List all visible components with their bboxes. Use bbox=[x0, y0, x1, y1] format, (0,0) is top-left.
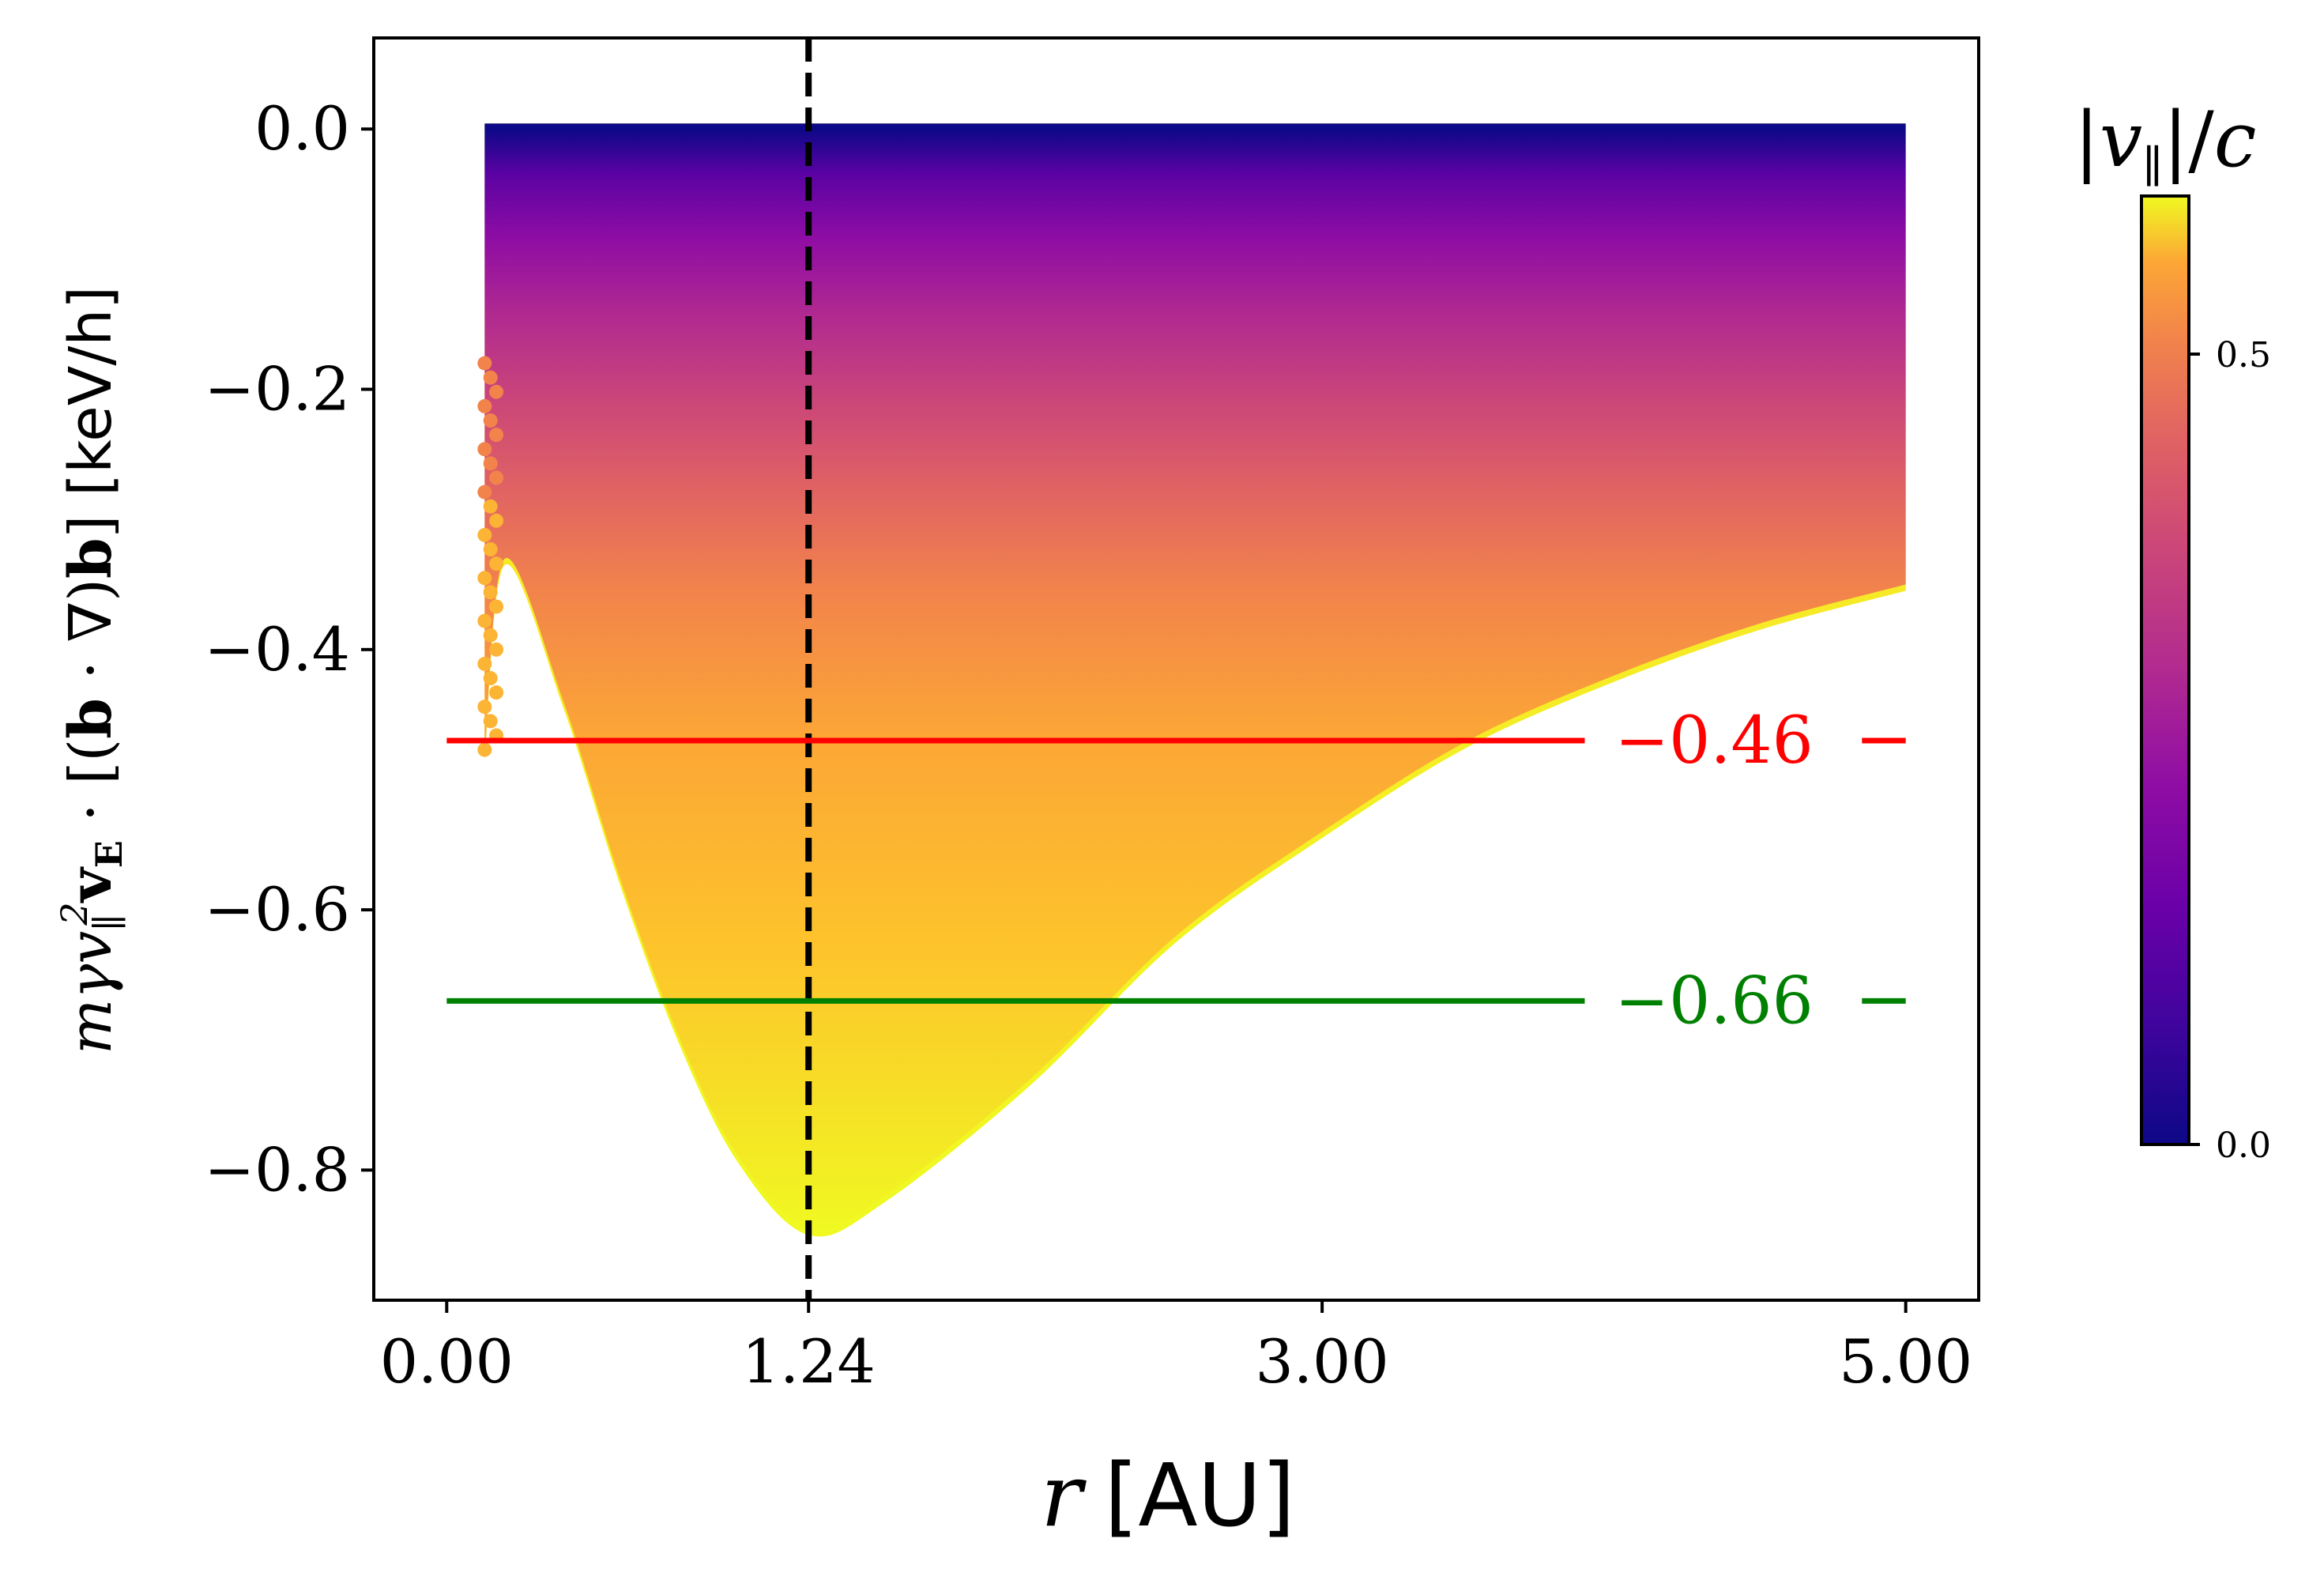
y-axis-label-mass: mγv bbox=[57, 931, 125, 1054]
x-axis-label: r [AU] bbox=[1041, 1445, 1295, 1546]
colorbar-ticks: 0.0 0.5 bbox=[2189, 335, 2271, 1166]
sparse-point bbox=[477, 742, 492, 757]
axes-frame bbox=[372, 36, 1980, 1302]
sparse-point bbox=[489, 513, 504, 528]
x-axis-ticks: 0.00 1.24 3.00 5.00 bbox=[380, 1300, 1972, 1397]
sparse-point bbox=[477, 699, 492, 715]
sparse-point bbox=[477, 485, 492, 500]
colorbar-label: |v∥|/c bbox=[2074, 96, 2257, 193]
sparse-point bbox=[483, 456, 498, 471]
y-axis-label-square-sup: 2 bbox=[53, 902, 96, 926]
y-axis-label-parallel-sub: ∥ bbox=[88, 914, 130, 931]
sparse-point bbox=[489, 384, 504, 399]
y-tick-label: −0.2 bbox=[204, 354, 350, 424]
reference-line-label: −0.46 bbox=[1614, 703, 1813, 779]
sparse-point bbox=[483, 628, 498, 643]
y-axis-ticks: 0.0 −0.2 −0.4 −0.6 −0.8 bbox=[204, 93, 374, 1205]
colorbar: 0.0 0.5 |v∥|/c bbox=[2074, 96, 2271, 1166]
y-tick-label: −0.4 bbox=[204, 614, 350, 684]
data-envelope bbox=[484, 123, 1906, 1231]
y-axis-label-unit: [keV/h] bbox=[57, 286, 125, 496]
y-axis-label-dot: · ∇) bbox=[57, 579, 125, 698]
x-tick-label: 3.00 bbox=[1256, 1326, 1389, 1397]
colorbar-tick-label: 0.0 bbox=[2216, 1126, 2271, 1166]
colorbar-tick-label: 0.5 bbox=[2216, 335, 2271, 375]
sparse-point bbox=[489, 642, 504, 657]
y-tick-label: −0.8 bbox=[204, 1134, 350, 1205]
sparse-point bbox=[477, 442, 492, 457]
y-axis-label-e-sub: E bbox=[88, 840, 130, 868]
reference-line-label: −0.66 bbox=[1614, 963, 1813, 1039]
y-tick-label: −0.6 bbox=[204, 874, 350, 945]
plot-area bbox=[477, 123, 1906, 1237]
sparse-point bbox=[483, 714, 498, 729]
colorbar-label-v: v bbox=[2100, 96, 2142, 184]
x-axis-label-unit: [AU] bbox=[1105, 1445, 1296, 1546]
sparse-point bbox=[489, 428, 504, 443]
sparse-point bbox=[489, 470, 504, 485]
y-axis-label-close: ] bbox=[57, 496, 125, 537]
sparse-point bbox=[477, 356, 492, 371]
colorbar-label-sub: ∥ bbox=[2142, 141, 2163, 193]
x-tick-label: 1.24 bbox=[742, 1326, 876, 1397]
sparse-point bbox=[483, 499, 498, 514]
colorbar-gradient bbox=[2141, 196, 2189, 1144]
sparse-point bbox=[477, 571, 492, 586]
sparse-point bbox=[489, 556, 504, 571]
sparse-point bbox=[489, 599, 504, 614]
sparse-point bbox=[477, 656, 492, 671]
sparse-point bbox=[477, 527, 492, 542]
sparse-point bbox=[483, 671, 498, 686]
y-axis-label-b1: b bbox=[57, 698, 125, 739]
sparse-point bbox=[477, 398, 492, 413]
sparse-point bbox=[483, 370, 498, 385]
y-tick-label: 0.0 bbox=[254, 93, 350, 164]
x-tick-label: 5.00 bbox=[1839, 1326, 1972, 1397]
sparse-point bbox=[483, 542, 498, 557]
x-axis-label-symbol: r bbox=[1041, 1445, 1087, 1546]
colorbar-label-c: c bbox=[2214, 96, 2257, 184]
reference-lines: −0.46 −0.66 bbox=[446, 38, 1906, 1300]
sparse-point bbox=[477, 613, 492, 628]
sparse-point bbox=[489, 685, 504, 700]
sparse-points bbox=[477, 356, 504, 757]
sparse-point bbox=[483, 413, 498, 428]
x-tick-label: 0.00 bbox=[380, 1326, 514, 1397]
colorbar-frame bbox=[2140, 194, 2190, 1146]
sparse-point bbox=[483, 585, 498, 600]
colorbar-label-bar-right: |/ bbox=[2163, 96, 2214, 184]
y-axis-label-rest: · [( bbox=[57, 739, 125, 840]
y-axis-label: mγv∥2vE · [(b · ∇)b] [keV/h] bbox=[53, 286, 130, 1054]
y-axis-label-b2: b bbox=[57, 537, 125, 579]
y-axis-label-ve: v bbox=[57, 866, 125, 903]
colorbar-label-bar-left: | bbox=[2074, 96, 2100, 184]
